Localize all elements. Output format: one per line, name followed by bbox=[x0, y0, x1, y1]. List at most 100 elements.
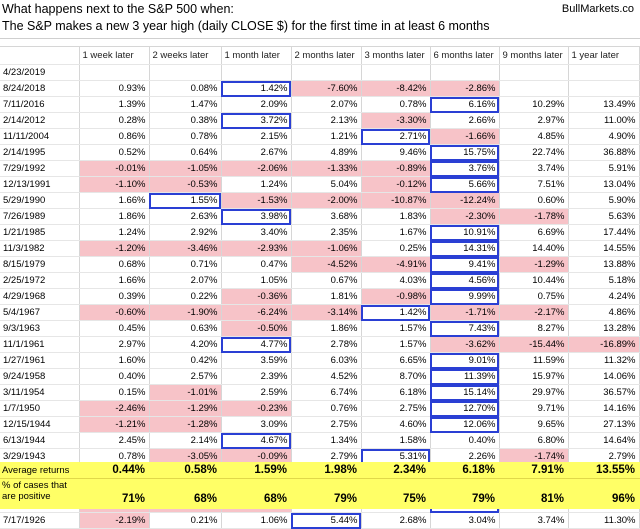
table-row: 7/29/1992 -0.01% -1.05% -2.06% -1.33% -0.89% 3… bbox=[0, 160, 640, 177]
table-row: 1/7/1950 -2.46% -1.29% -0.23% 0.76% 2.75% 12.7… bbox=[0, 400, 640, 417]
return-cell: -1.90% bbox=[149, 304, 222, 321]
return-cell: 15.97% bbox=[499, 368, 569, 385]
title-line-2: The S&P makes a new 3 year high (daily C… bbox=[2, 19, 490, 33]
return-cell: -0.53% bbox=[149, 176, 222, 193]
return-cell: 1.57% bbox=[361, 320, 431, 337]
positive-pct-value: 81% bbox=[540, 493, 564, 505]
table-row: 8/24/2018 0.93% 0.08% 1.42% -7.60% -8.42% -2.8… bbox=[0, 80, 640, 97]
date-cell: 12/13/1991 bbox=[0, 176, 80, 193]
date-cell: 11/3/1982 bbox=[0, 240, 80, 257]
date-cell: 2/14/2012 bbox=[0, 112, 80, 129]
table-row: 12/15/1944 -1.21% -1.28% 3.09% 2.75% 4.60% 12.… bbox=[0, 416, 640, 433]
return-cell: 1.86% bbox=[291, 320, 362, 337]
return-cell: 15.14% bbox=[430, 384, 500, 401]
table-row: 7/17/1926 -2.19% 0.21% 1.06% 5.44% 2.68% 3.04%… bbox=[0, 512, 640, 529]
positive-pct-value: 75% bbox=[402, 493, 426, 505]
return-cell: 14.64% bbox=[568, 432, 640, 449]
return-cell: 2.13% bbox=[291, 112, 362, 129]
table-row: 4/29/1968 0.39% 0.22% -0.36% 1.81% -0.98% 9.99… bbox=[0, 288, 640, 305]
return-cell: 0.25% bbox=[361, 240, 431, 257]
return-cell: 10.29% bbox=[499, 96, 569, 113]
return-cell: 0.40% bbox=[79, 368, 150, 385]
table-row: 11/3/1982 -1.20% -3.46% -2.93% -1.06% 0.25% 14… bbox=[0, 240, 640, 257]
return-cell: 11.59% bbox=[499, 352, 569, 369]
return-cell: 5.04% bbox=[291, 176, 362, 193]
return-cell: 9.46% bbox=[361, 144, 431, 161]
date-cell: 2/14/1995 bbox=[0, 144, 80, 161]
return-cell: 0.93% bbox=[79, 80, 150, 97]
return-cell: 4.77% bbox=[221, 336, 292, 353]
return-cell: 2.92% bbox=[149, 224, 222, 241]
return-cell bbox=[221, 64, 292, 81]
return-cell: 3.76% bbox=[430, 160, 500, 177]
return-cell: 2.66% bbox=[430, 112, 500, 129]
positive-cases-label: % of cases that are positive bbox=[2, 480, 67, 502]
return-cell: 13.49% bbox=[568, 96, 640, 113]
table-row: 7/26/1989 1.86% 2.63% 3.98% 3.68% 1.83% -2.30%… bbox=[0, 208, 640, 225]
date-cell: 4/29/1968 bbox=[0, 288, 80, 305]
return-cell: 6.80% bbox=[499, 432, 569, 449]
return-cell: 11.32% bbox=[568, 352, 640, 369]
return-cell: 4.52% bbox=[291, 368, 362, 385]
positive-cases-label-line-2: are positive bbox=[2, 491, 51, 502]
return-cell: 1.39% bbox=[79, 96, 150, 113]
return-cell: 3.04% bbox=[430, 512, 500, 529]
return-cell: -3.05% bbox=[149, 448, 222, 465]
average-return-value: 0.58% bbox=[184, 464, 217, 476]
return-cell: 3.72% bbox=[221, 112, 292, 129]
return-cell: 0.75% bbox=[499, 288, 569, 305]
return-cell: 2.97% bbox=[499, 112, 569, 129]
return-cell: 9.41% bbox=[430, 256, 500, 273]
date-cell: 11/1/1961 bbox=[0, 336, 80, 353]
return-cell: 0.60% bbox=[499, 192, 569, 209]
average-return-value: 6.18% bbox=[462, 464, 495, 476]
return-cell: -0.36% bbox=[221, 288, 292, 305]
return-cell: 8.70% bbox=[361, 368, 431, 385]
return-cell: 1.47% bbox=[149, 96, 222, 113]
return-cell: -2.06% bbox=[221, 160, 292, 177]
return-cell: 2.78% bbox=[291, 336, 362, 353]
date-cell: 4/23/2019 bbox=[0, 64, 80, 81]
return-cell: 2.68% bbox=[361, 512, 431, 529]
summary-panel: Average returns % of cases that are posi… bbox=[0, 462, 640, 509]
return-cell: 13.88% bbox=[568, 256, 640, 273]
return-cell: 0.64% bbox=[149, 144, 222, 161]
return-cell: 1.24% bbox=[221, 176, 292, 193]
positive-pct-value: 71% bbox=[121, 493, 145, 505]
return-cell: -16.89% bbox=[568, 336, 640, 353]
date-cell: 2/25/1972 bbox=[0, 272, 80, 289]
return-cell: 11.39% bbox=[430, 368, 500, 385]
return-cell: 2.45% bbox=[79, 432, 150, 449]
return-cell: 0.45% bbox=[79, 320, 150, 337]
return-cell: 1.05% bbox=[221, 272, 292, 289]
return-cell: 5.18% bbox=[568, 272, 640, 289]
return-cell: 0.47% bbox=[221, 256, 292, 273]
return-cell: -1.05% bbox=[149, 160, 222, 177]
column-header: 2 months later bbox=[291, 46, 362, 65]
return-cell: 6.69% bbox=[499, 224, 569, 241]
return-cell: 36.88% bbox=[568, 144, 640, 161]
return-cell: -1.28% bbox=[149, 416, 222, 433]
return-cell: 0.40% bbox=[430, 432, 500, 449]
return-cell: -3.46% bbox=[149, 240, 222, 257]
return-cell: 2.07% bbox=[291, 96, 362, 113]
return-cell: 0.38% bbox=[149, 112, 222, 129]
return-cell: 1.58% bbox=[361, 432, 431, 449]
return-cell: -2.86% bbox=[430, 80, 500, 97]
return-cell: 6.18% bbox=[361, 384, 431, 401]
date-cell: 7/26/1989 bbox=[0, 208, 80, 225]
return-cell: -1.33% bbox=[291, 160, 362, 177]
return-cell bbox=[430, 64, 500, 81]
return-cell: 14.16% bbox=[568, 400, 640, 417]
return-cell bbox=[499, 64, 569, 81]
return-cell bbox=[291, 64, 362, 81]
return-cell: -0.23% bbox=[221, 400, 292, 417]
return-cell: -0.89% bbox=[361, 160, 431, 177]
return-cell: 7.43% bbox=[430, 320, 500, 337]
return-cell: 0.67% bbox=[291, 272, 362, 289]
return-cell: 4.89% bbox=[291, 144, 362, 161]
return-cell: -1.06% bbox=[291, 240, 362, 257]
table-row: 9/3/1963 0.45% 0.63% -0.50% 1.86% 1.57% 7.43% 8… bbox=[0, 320, 640, 337]
returns-table: 1 week later 2 weeks later 1 month later 2 … bbox=[0, 46, 640, 529]
return-cell: -10.87% bbox=[361, 192, 431, 209]
